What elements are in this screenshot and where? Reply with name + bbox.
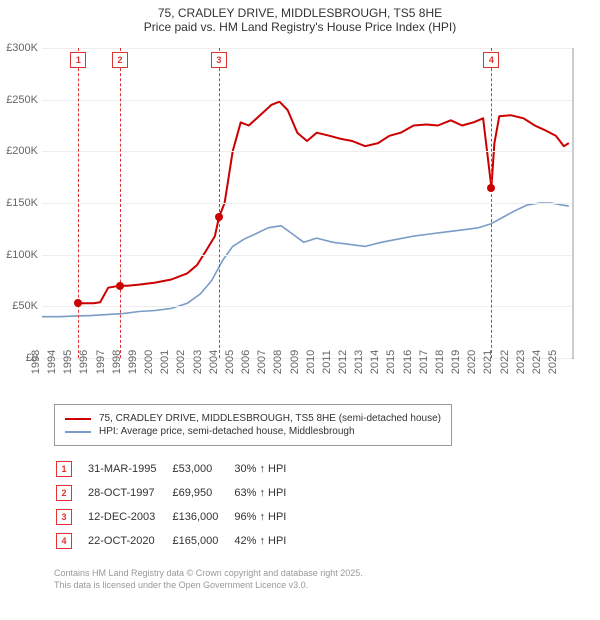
sale-price: £53,000 (172, 458, 232, 480)
sale-date: 12-DEC-2003 (88, 506, 170, 528)
y-tick-label: £300K (6, 42, 38, 54)
sale-date: 31-MAR-1995 (88, 458, 170, 480)
x-tick-label: 2007 (256, 350, 268, 374)
x-tick-label: 1995 (62, 350, 74, 374)
y-tick-label: £150K (6, 197, 38, 209)
legend-item: 75, CRADLEY DRIVE, MIDDLESBROUGH, TS5 8H… (65, 413, 441, 424)
sale-index: 4 (56, 530, 86, 552)
x-tick-label: 2015 (385, 350, 397, 374)
x-tick-label: 2006 (240, 350, 252, 374)
sale-delta: 42% ↑ HPI (234, 530, 300, 552)
x-tick-label: 2013 (353, 350, 365, 374)
gridline-h (42, 151, 572, 152)
x-tick-label: 2001 (159, 350, 171, 374)
event-guideline (120, 48, 121, 358)
x-tick-label: 2002 (175, 350, 187, 374)
sale-price: £69,950 (172, 482, 232, 504)
footer-attribution: Contains HM Land Registry data © Crown c… (54, 568, 363, 591)
sale-index: 1 (56, 458, 86, 480)
event-dot (487, 184, 495, 192)
x-tick-label: 2005 (224, 350, 236, 374)
legend-label: HPI: Average price, semi-detached house,… (99, 426, 355, 437)
sale-date: 28-OCT-1997 (88, 482, 170, 504)
sale-delta: 30% ↑ HPI (234, 458, 300, 480)
sale-index: 3 (56, 506, 86, 528)
sale-delta: 96% ↑ HPI (234, 506, 300, 528)
legend-item: HPI: Average price, semi-detached house,… (65, 426, 441, 437)
x-tick-label: 2020 (466, 350, 478, 374)
x-tick-label: 2003 (191, 350, 203, 374)
x-tick-label: 2004 (207, 350, 219, 374)
x-tick-label: 1993 (30, 350, 42, 374)
legend-label: 75, CRADLEY DRIVE, MIDDLESBROUGH, TS5 8H… (99, 413, 441, 424)
x-tick-label: 1994 (46, 350, 58, 374)
x-tick-label: 2018 (434, 350, 446, 374)
footer-line1: Contains HM Land Registry data © Crown c… (54, 568, 363, 580)
gridline-h (42, 48, 572, 49)
legend-swatch (65, 431, 91, 433)
table-row: 228-OCT-1997£69,95063% ↑ HPI (56, 482, 300, 504)
plot-area: £0£50K£100K£150K£200K£250K£300K199319941… (42, 48, 574, 359)
footer-line2: This data is licensed under the Open Gov… (54, 580, 363, 592)
event-dot (74, 299, 82, 307)
x-tick-label: 2010 (304, 350, 316, 374)
event-guideline (78, 48, 79, 358)
y-tick-label: £200K (6, 145, 38, 157)
gridline-h (42, 306, 572, 307)
table-row: 312-DEC-2003£136,00096% ↑ HPI (56, 506, 300, 528)
x-tick-label: 2012 (337, 350, 349, 374)
event-guideline (491, 48, 492, 358)
gridline-h (42, 100, 572, 101)
x-tick-label: 2025 (547, 350, 559, 374)
x-tick-label: 1997 (94, 350, 106, 374)
event-dot (116, 282, 124, 290)
legend-swatch (65, 418, 91, 420)
x-tick-label: 2023 (515, 350, 527, 374)
title-address: 75, CRADLEY DRIVE, MIDDLESBROUGH, TS5 8H… (0, 6, 600, 20)
sale-delta: 63% ↑ HPI (234, 482, 300, 504)
sale-price: £136,000 (172, 506, 232, 528)
sale-index: 2 (56, 482, 86, 504)
x-tick-label: 2000 (143, 350, 155, 374)
x-tick-label: 2008 (272, 350, 284, 374)
y-tick-label: £100K (6, 249, 38, 261)
x-tick-label: 2021 (482, 350, 494, 374)
y-tick-label: £250K (6, 94, 38, 106)
x-tick-label: 2019 (450, 350, 462, 374)
event-marker: 1 (70, 52, 86, 68)
legend: 75, CRADLEY DRIVE, MIDDLESBROUGH, TS5 8H… (54, 404, 452, 446)
table-row: 131-MAR-1995£53,00030% ↑ HPI (56, 458, 300, 480)
chart-container: 75, CRADLEY DRIVE, MIDDLESBROUGH, TS5 8H… (0, 0, 600, 620)
x-tick-label: 2017 (418, 350, 430, 374)
x-tick-label: 2011 (321, 350, 333, 374)
x-tick-label: 1999 (127, 350, 139, 374)
event-dot (215, 213, 223, 221)
title-subtitle: Price paid vs. HM Land Registry's House … (0, 20, 600, 34)
x-tick-label: 2016 (401, 350, 413, 374)
event-marker: 3 (211, 52, 227, 68)
gridline-h (42, 255, 572, 256)
event-marker: 2 (112, 52, 128, 68)
title-block: 75, CRADLEY DRIVE, MIDDLESBROUGH, TS5 8H… (0, 0, 600, 34)
x-tick-label: 1996 (78, 350, 90, 374)
gridline-h (42, 203, 572, 204)
table-row: 422-OCT-2020£165,00042% ↑ HPI (56, 530, 300, 552)
x-tick-label: 2022 (498, 350, 510, 374)
x-tick-label: 2009 (288, 350, 300, 374)
sale-price: £165,000 (172, 530, 232, 552)
sales-table: 131-MAR-1995£53,00030% ↑ HPI228-OCT-1997… (54, 456, 302, 554)
event-marker: 4 (483, 52, 499, 68)
event-guideline (219, 48, 220, 358)
y-tick-label: £50K (12, 300, 38, 312)
x-tick-label: 2024 (531, 350, 543, 374)
x-tick-label: 2014 (369, 350, 381, 374)
sale-date: 22-OCT-2020 (88, 530, 170, 552)
